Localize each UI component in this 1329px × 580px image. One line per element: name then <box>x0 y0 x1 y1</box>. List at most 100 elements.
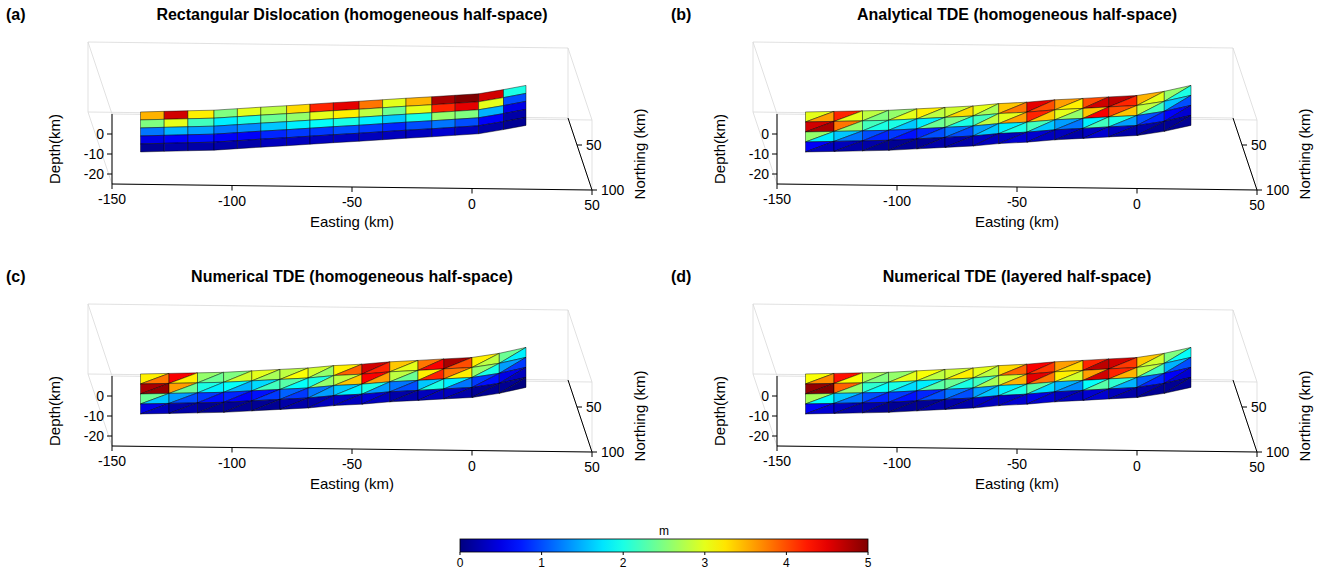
z-tick-label: -20 <box>84 428 104 444</box>
triangle-patch <box>1109 115 1137 126</box>
triangle-patch <box>390 380 418 391</box>
triangle-patch <box>1055 390 1083 401</box>
x-tick <box>592 190 593 195</box>
triangle-patch <box>418 389 444 400</box>
colorbar-tick <box>786 552 787 555</box>
triangle-patch <box>444 367 472 378</box>
triangle-patch <box>224 371 252 382</box>
triangle-patch <box>889 391 917 402</box>
z-tick <box>107 154 112 155</box>
x-tick-label: -50 <box>342 194 362 210</box>
triangle-patch <box>945 368 973 379</box>
panel: -150-100-50050Easting (km)0-10-20Depth(k… <box>671 268 1313 492</box>
triangle-patch <box>1164 377 1191 393</box>
triangle-patch <box>834 141 863 152</box>
triangle-patch <box>806 131 835 142</box>
triangle-patch <box>1137 383 1164 397</box>
triangle-patch <box>834 131 863 142</box>
triangle-patch <box>141 373 170 384</box>
x-tick <box>1017 449 1018 454</box>
triangle-patch <box>418 379 444 390</box>
triangle-patch <box>390 360 418 371</box>
triangle-patch <box>806 373 835 384</box>
triangle-patch <box>198 382 224 393</box>
triangle-patch <box>1109 367 1137 378</box>
triangle-patch <box>917 117 945 128</box>
triangle-patch <box>362 392 390 404</box>
triangle-patch <box>1083 107 1109 118</box>
triangle-patch <box>334 374 362 385</box>
triangle-patch <box>1083 389 1109 400</box>
triangle-patch <box>1109 125 1137 136</box>
triangle-patch <box>1109 367 1137 378</box>
triangle-patch <box>1055 118 1083 129</box>
z-tick <box>772 134 777 135</box>
triangle-patch <box>224 371 252 382</box>
triangle-patch <box>1109 377 1137 388</box>
rectangle-patch <box>333 133 359 142</box>
z-tick-label: -10 <box>84 408 104 424</box>
triangle-patch <box>1083 379 1109 390</box>
triangle-patch <box>1055 98 1083 109</box>
z-tick <box>107 174 112 175</box>
triangle-patch <box>169 383 198 394</box>
triangle-patch <box>472 383 499 397</box>
x-tick-label: -150 <box>763 191 791 207</box>
triangle-patch <box>444 367 472 378</box>
triangle-patch <box>169 373 198 384</box>
triangle-patch <box>1083 107 1109 118</box>
triangle-patch <box>945 398 973 409</box>
triangle-patch <box>834 393 863 404</box>
triangle-patch <box>917 137 945 148</box>
triangle-patch <box>889 401 917 412</box>
colorbar-bar <box>460 539 868 552</box>
triangle-patch <box>889 371 917 382</box>
x-tick <box>232 186 233 191</box>
triangle-patch <box>889 391 917 402</box>
box-edge <box>88 304 112 376</box>
box-edge <box>753 304 754 374</box>
triangle-patch <box>834 121 863 132</box>
z-tick <box>772 436 777 437</box>
triangle-patch <box>863 392 889 403</box>
triangle-patch <box>863 130 889 141</box>
triangle-patch <box>224 381 252 392</box>
triangle-patch <box>1109 105 1137 116</box>
z-tick-label: 0 <box>761 126 769 142</box>
triangle-patch <box>945 388 973 399</box>
triangle-patch <box>141 373 170 384</box>
triangle-patch <box>1083 127 1109 138</box>
x-tick-label: 50 <box>1249 459 1265 475</box>
triangle-patch <box>834 111 863 122</box>
triangle-patch <box>806 131 835 142</box>
box-edge <box>753 42 777 114</box>
triangle-patch <box>1083 97 1109 108</box>
triangle-patch <box>334 384 362 395</box>
triangle-patch <box>224 391 252 402</box>
triangle-patch <box>198 392 224 403</box>
triangle-patch <box>280 388 308 399</box>
triangle-patch <box>1137 121 1164 135</box>
z-tick <box>772 396 777 397</box>
box-edge <box>592 382 593 452</box>
box-edge <box>88 304 568 310</box>
x-tick <box>897 186 898 191</box>
triangle-patch <box>917 127 945 138</box>
triangle-patch <box>198 402 224 413</box>
triangle-patch <box>834 383 863 394</box>
y-axis-title: Northing (km) <box>631 371 648 462</box>
triangle-patch <box>863 372 889 383</box>
triangle-patch <box>1055 360 1083 371</box>
rectangle-patch <box>432 127 455 137</box>
triangle-patch <box>806 121 835 132</box>
box-edge <box>1233 310 1257 382</box>
x-tick-label: -150 <box>98 453 126 469</box>
triangle-patch <box>806 403 835 414</box>
y-axis-line <box>568 118 592 190</box>
triangle-patch <box>834 131 863 142</box>
triangle-patch <box>418 389 444 400</box>
triangle-patch <box>198 392 224 403</box>
triangle-patch <box>1083 359 1109 370</box>
triangle-patch <box>889 119 917 130</box>
triangle-patch <box>863 402 889 413</box>
